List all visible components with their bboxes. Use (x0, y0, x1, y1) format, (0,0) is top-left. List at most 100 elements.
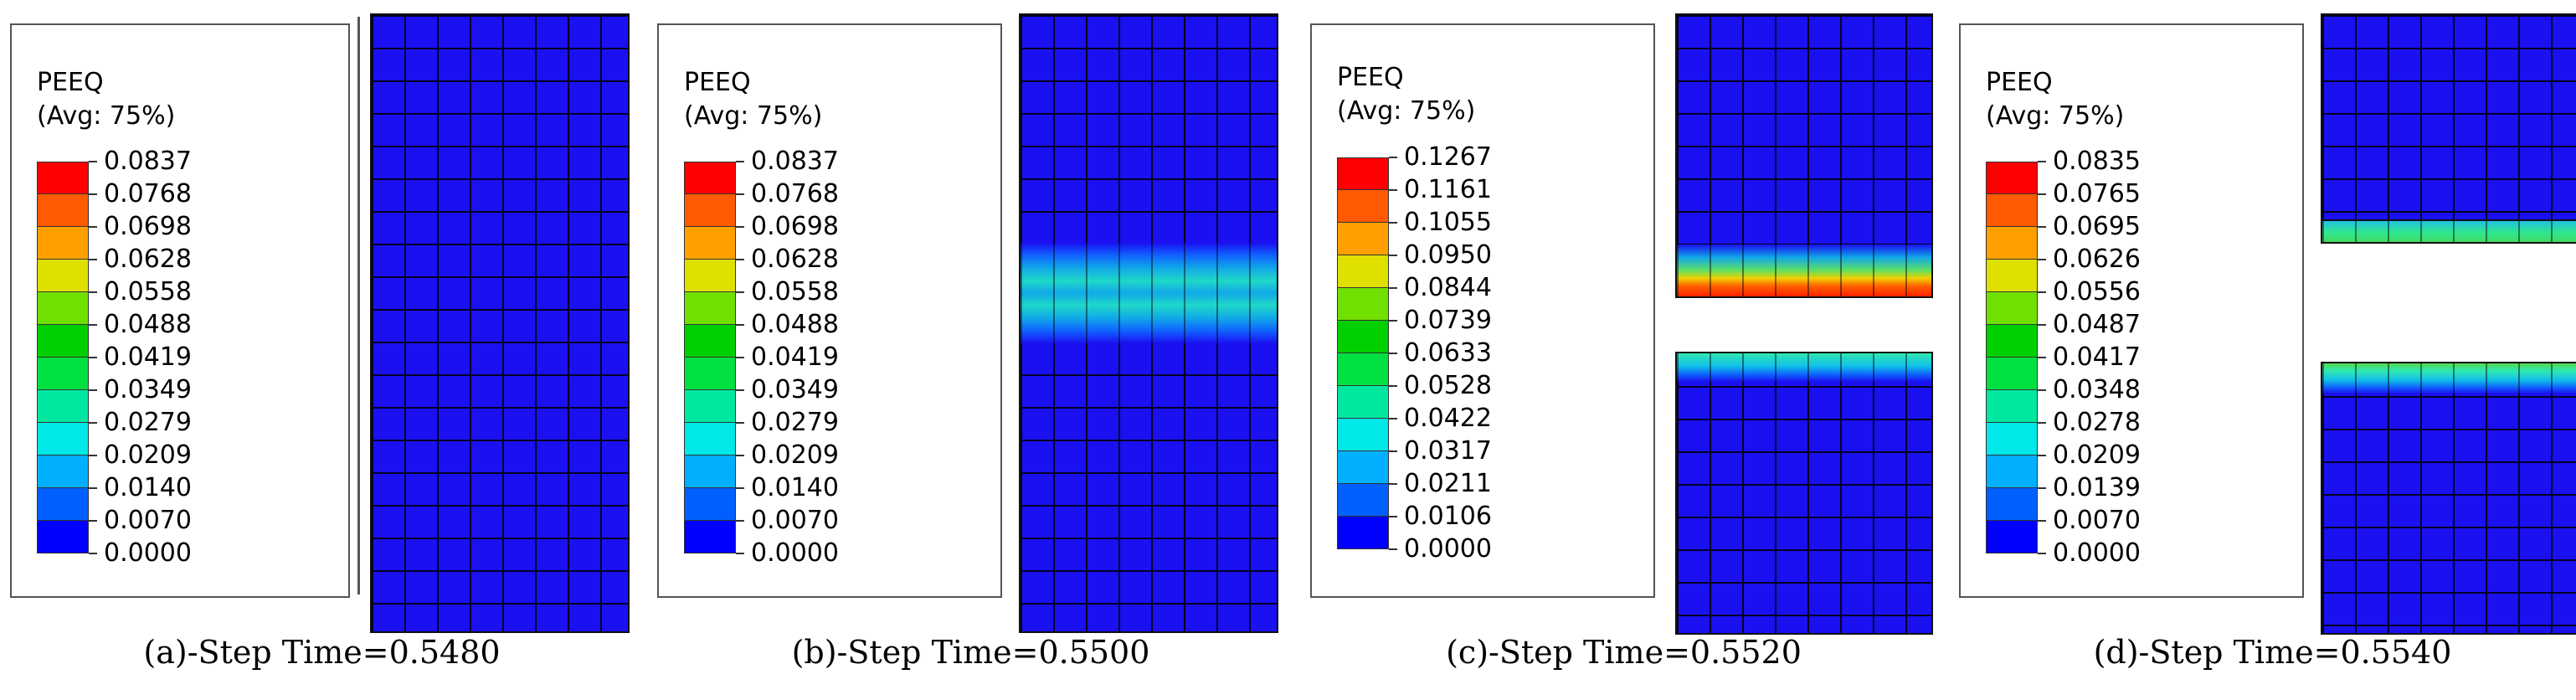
separator-line (357, 17, 360, 594)
legend-value: 0.0698 (104, 212, 192, 241)
legend-swatch (1986, 521, 2038, 553)
legend-value: 0.0837 (751, 147, 839, 176)
legend-value: 0.0419 (104, 342, 192, 372)
legend-tick (736, 291, 744, 293)
fracture-edge-lower (1675, 352, 1933, 382)
legend-value: 0.0070 (751, 506, 839, 535)
legend-value: 0.0633 (1404, 338, 1492, 368)
legend-tick (736, 487, 744, 489)
legend-swatch (1986, 488, 2038, 521)
legend-swatch (37, 456, 89, 488)
legend-value: 0.0488 (751, 310, 839, 339)
legend-value: 0.0209 (751, 440, 839, 470)
panel-a: PEEQ (Avg: 75%) 0.0837 0.0768 0.0698 0.0628… (0, 0, 644, 700)
legend-box: PEEQ (Avg: 75%) 0.0837 0.0768 0.0698 0.0628… (10, 23, 350, 598)
legend-tick (89, 324, 97, 326)
caption: (c)-Step Time=0.5520 (1446, 634, 1802, 671)
legend-swatch (1337, 321, 1389, 353)
legend-swatch (37, 260, 89, 292)
legend-tick (1389, 483, 1397, 485)
legend-swatch (684, 390, 736, 423)
legend-swatch (37, 227, 89, 260)
legend-swatch (37, 325, 89, 358)
legend-title: PEEQ (1986, 68, 2053, 97)
legend-swatch (684, 456, 736, 488)
legend-value: 0.0317 (1404, 436, 1492, 466)
legend-tick (89, 193, 97, 195)
legend-value: 0.0070 (2053, 506, 2141, 535)
legend-swatch (37, 423, 89, 456)
legend-tick (89, 291, 97, 293)
legend-value: 0.0558 (751, 277, 839, 306)
legend-value: 0.0950 (1404, 240, 1492, 270)
legend-value: 0.0628 (104, 244, 192, 274)
legend-box: PEEQ (Avg: 75%) 0.0837 0.0768 0.0698 0.0628… (657, 23, 1002, 598)
caption: (d)-Step Time=0.5540 (2093, 634, 2452, 671)
legend-swatch (684, 194, 736, 227)
legend-swatch (1986, 162, 2038, 194)
legend-value: 0.0422 (1404, 404, 1492, 433)
legend-swatch (1337, 288, 1389, 321)
legend-value: 0.0070 (104, 506, 192, 535)
legend-value: 0.0106 (1404, 502, 1492, 531)
legend-swatch (684, 162, 736, 194)
legend-swatch (684, 423, 736, 456)
legend-subtitle: (Avg: 75%) (37, 101, 176, 131)
legend-value: 0.0695 (2053, 212, 2141, 241)
legend-value: 0.0140 (751, 473, 839, 502)
legend-value: 0.0837 (104, 147, 192, 176)
legend-swatch (37, 194, 89, 227)
legend-value: 0.1161 (1404, 175, 1492, 204)
legend-swatch (37, 488, 89, 521)
legend-value: 0.0000 (1404, 534, 1492, 564)
legend-tick (2038, 226, 2046, 228)
legend-tick (1389, 320, 1397, 322)
legend-swatch (1337, 353, 1389, 386)
legend-value: 0.0488 (104, 310, 192, 339)
mesh-upper-part (2321, 13, 2576, 244)
panel-c: PEEQ (Avg: 75%) 0.1267 0.1161 0.1055 0.0950… (1302, 0, 1946, 700)
legend-tick (736, 324, 744, 326)
legend-tick (2038, 193, 2046, 195)
legend-tick (736, 553, 744, 554)
legend-swatch (37, 358, 89, 390)
mesh-lower-part (1675, 352, 1933, 635)
caption: (b)-Step Time=0.5500 (791, 634, 1150, 671)
legend-swatch (1337, 484, 1389, 517)
legend-tick (736, 455, 744, 456)
panel-b: PEEQ (Avg: 75%) 0.0837 0.0768 0.0698 0.0628… (649, 0, 1293, 700)
fracture-edge-upper (2321, 219, 2576, 244)
legend-value: 0.0419 (751, 342, 839, 372)
legend-value: 0.1267 (1404, 142, 1492, 172)
legend-tick (1389, 353, 1397, 354)
legend-swatch (1986, 390, 2038, 423)
legend-tick (2038, 324, 2046, 326)
legend-tick (2038, 259, 2046, 260)
legend-value: 0.0558 (104, 277, 192, 306)
legend-tick (736, 389, 744, 391)
legend-swatch (1337, 255, 1389, 288)
legend-tick (1389, 516, 1397, 517)
legend-value: 0.0768 (104, 179, 192, 208)
legend-value: 0.1055 (1404, 208, 1492, 237)
legend-box: PEEQ (Avg: 75%) 0.1267 0.1161 0.1055 0.0950… (1310, 23, 1655, 598)
legend-subtitle: (Avg: 75%) (1337, 96, 1476, 126)
legend-subtitle: (Avg: 75%) (1986, 101, 2125, 131)
legend-value: 0.0211 (1404, 469, 1492, 498)
legend-swatch (1337, 517, 1389, 549)
legend-tick (89, 422, 97, 424)
legend-value: 0.0279 (751, 408, 839, 437)
legend-tick (1389, 450, 1397, 452)
legend-tick (736, 193, 744, 195)
legend-tick (2038, 291, 2046, 293)
legend-swatch (684, 488, 736, 521)
legend-value: 0.0835 (2053, 147, 2141, 176)
legend-value: 0.0139 (2053, 473, 2141, 502)
legend-title: PEEQ (37, 68, 104, 97)
legend-tick (89, 487, 97, 489)
legend-tick (1389, 222, 1397, 224)
legend-value: 0.0209 (2053, 440, 2141, 470)
legend-tick (89, 520, 97, 522)
legend-tick (736, 259, 744, 260)
legend-tick (89, 357, 97, 358)
